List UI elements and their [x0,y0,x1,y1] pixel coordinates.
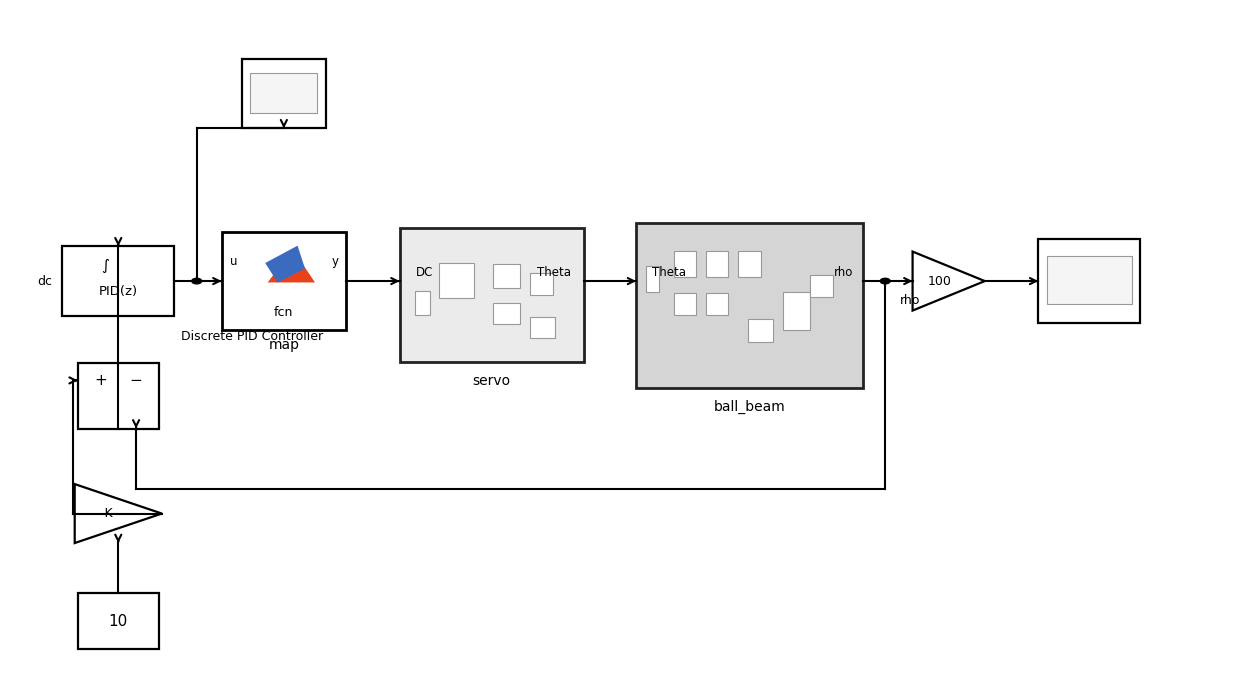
Polygon shape [268,249,315,282]
FancyBboxPatch shape [674,293,696,315]
FancyBboxPatch shape [674,251,696,278]
FancyBboxPatch shape [415,291,430,315]
FancyBboxPatch shape [1038,239,1140,323]
FancyBboxPatch shape [646,266,659,292]
Text: map: map [269,338,299,352]
FancyBboxPatch shape [62,246,174,316]
Text: servo: servo [473,374,510,388]
Text: ∫: ∫ [101,258,108,273]
FancyBboxPatch shape [706,251,728,278]
FancyBboxPatch shape [250,73,317,113]
Text: rho: rho [833,266,853,278]
FancyBboxPatch shape [636,223,863,388]
FancyBboxPatch shape [77,593,159,649]
Text: -K-: -K- [100,507,116,520]
FancyBboxPatch shape [706,293,728,315]
FancyBboxPatch shape [493,264,520,288]
FancyBboxPatch shape [493,303,520,324]
FancyBboxPatch shape [1047,256,1132,305]
Text: y: y [331,255,339,268]
Text: 10: 10 [108,613,128,629]
FancyBboxPatch shape [810,275,833,297]
Circle shape [192,278,202,284]
Text: dc: dc [37,275,52,287]
FancyBboxPatch shape [77,362,159,429]
Text: fcn: fcn [274,305,294,319]
Text: Theta: Theta [538,266,571,278]
Text: +: + [95,373,107,388]
FancyBboxPatch shape [242,59,326,128]
Polygon shape [913,252,985,311]
Text: Theta: Theta [652,266,686,278]
Text: 100: 100 [928,275,952,287]
Circle shape [880,278,890,284]
Text: PID(z): PID(z) [98,285,138,298]
Text: rho: rho [900,294,920,307]
Polygon shape [75,484,162,543]
Text: u: u [230,255,238,268]
Text: DC: DC [416,266,433,278]
FancyBboxPatch shape [439,263,474,298]
FancyBboxPatch shape [400,228,584,362]
FancyBboxPatch shape [738,251,761,278]
Text: −: − [129,373,142,388]
FancyBboxPatch shape [530,316,555,337]
FancyBboxPatch shape [748,319,773,341]
FancyBboxPatch shape [783,292,810,330]
Polygon shape [265,246,305,282]
Text: Discrete PID Controller: Discrete PID Controller [181,330,322,343]
Text: ball_beam: ball_beam [713,400,786,414]
FancyBboxPatch shape [530,273,553,295]
FancyBboxPatch shape [222,232,346,330]
